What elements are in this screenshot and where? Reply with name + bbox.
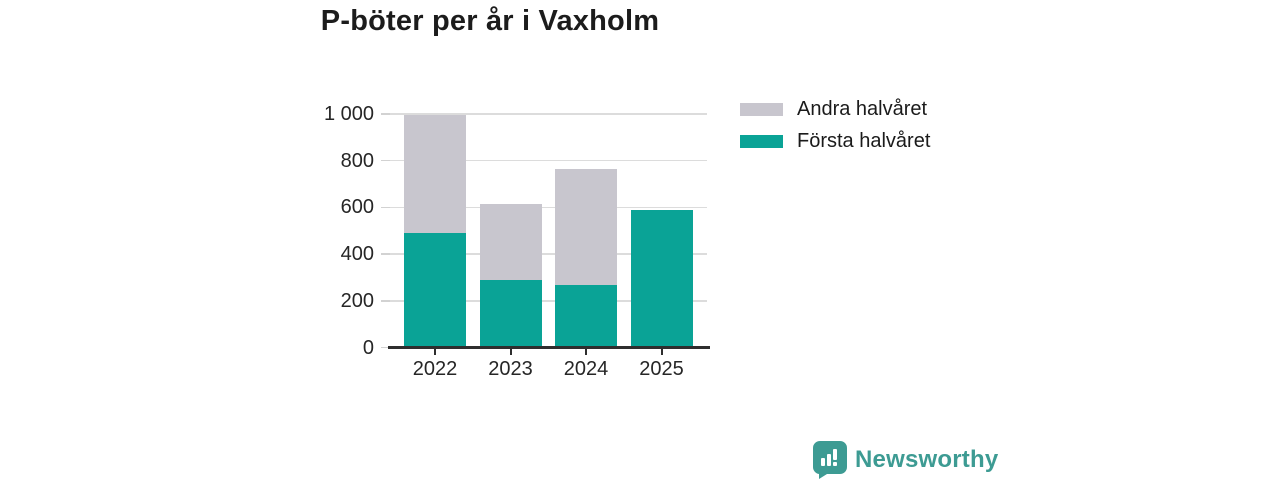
y-tick-label-600: 600 bbox=[340, 196, 374, 219]
y-tick-label-400: 400 bbox=[340, 243, 374, 266]
legend-label-1: Första halvåret bbox=[797, 129, 931, 152]
y-tick-label-1000: 1 000 bbox=[323, 103, 374, 125]
x-tick-label-2022: 2022 bbox=[412, 357, 458, 380]
y-tick-label-800: 800 bbox=[340, 149, 374, 172]
y-tick-600 bbox=[381, 206, 390, 209]
x-tick-label-2025: 2025 bbox=[639, 357, 684, 380]
x-tick-2022 bbox=[434, 348, 436, 355]
bar-2025-forsta bbox=[630, 210, 693, 348]
chart-legend: Andra halvåret Första halvåret bbox=[740, 93, 930, 157]
legend-item-1: Första halvåret bbox=[740, 125, 930, 157]
legend-label-0: Andra halvåret bbox=[797, 97, 928, 120]
bar-2023-forsta bbox=[479, 280, 542, 348]
bar-2023-andra bbox=[479, 204, 542, 280]
x-tick-label-2023: 2023 bbox=[488, 357, 533, 380]
gridline-y-1000 bbox=[390, 113, 707, 115]
x-tick-2023 bbox=[509, 348, 512, 355]
branding-name: Newsworthy bbox=[855, 446, 999, 473]
legend-swatch-0 bbox=[740, 102, 783, 116]
x-axis-line bbox=[388, 346, 710, 349]
x-tick-2024 bbox=[585, 348, 587, 355]
y-tick-label-0: 0 bbox=[362, 336, 374, 359]
y-tick-0 bbox=[381, 346, 390, 349]
chart-title: P-böter per år i Vaxholm bbox=[320, 5, 660, 37]
gridline-y-800 bbox=[390, 159, 707, 162]
y-tick-800 bbox=[381, 159, 390, 162]
x-tick-label-2024: 2024 bbox=[563, 357, 609, 380]
legend-item-0: Andra halvåret bbox=[740, 93, 930, 125]
y-tick-1000 bbox=[381, 113, 390, 115]
newsworthy-logo-icon bbox=[813, 441, 847, 479]
gridline-y-400 bbox=[390, 253, 707, 255]
legend-swatch-1 bbox=[740, 134, 783, 148]
bar-2022-andra bbox=[404, 115, 466, 234]
bar-2022-forsta bbox=[404, 233, 466, 348]
y-tick-label-200: 200 bbox=[340, 289, 374, 312]
y-tick-400 bbox=[381, 253, 390, 255]
gridline-y-600 bbox=[390, 206, 707, 209]
x-tick-2025 bbox=[660, 348, 663, 355]
bar-2024-andra bbox=[555, 168, 617, 285]
branding: Newsworthy bbox=[813, 441, 998, 479]
y-tick-200 bbox=[381, 300, 390, 302]
bar-2024-forsta bbox=[555, 284, 617, 348]
gridline-y-200 bbox=[390, 300, 707, 302]
